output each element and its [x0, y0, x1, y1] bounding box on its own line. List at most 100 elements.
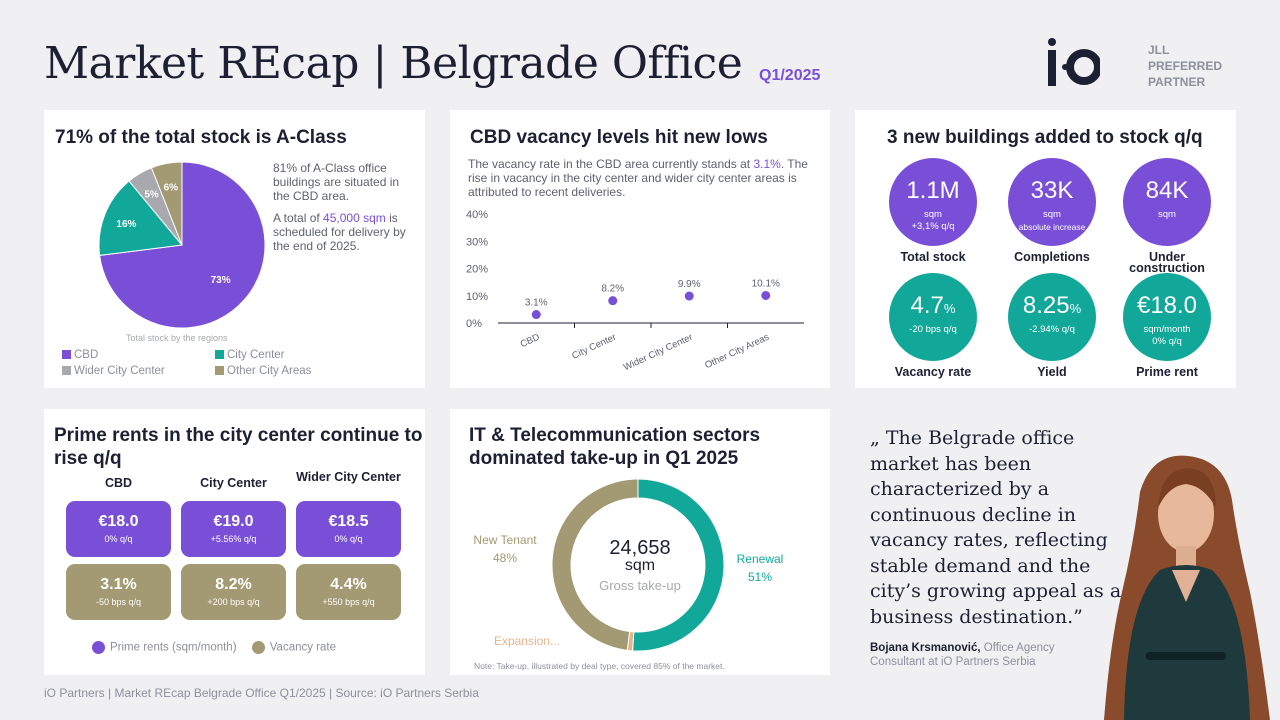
vacancy-text: The vacancy rate in the CBD area current… — [468, 157, 824, 199]
rents-card: Prime rents in the city center continue … — [44, 409, 425, 675]
box-value: 4.4% — [330, 576, 367, 593]
io-logo-icon — [1048, 38, 1100, 86]
stock-caption: Total stock by the regions — [126, 333, 228, 343]
vacancy-y-tick: 30% — [466, 236, 488, 248]
takeup-slice-label: Expansion... — [494, 634, 560, 648]
quote-role-1: Office Agency — [980, 642, 1055, 654]
quarter-label: Q1/2025 — [759, 67, 821, 84]
stock-legend-item: Other City Areas — [215, 365, 311, 377]
vacancy-x-label: Other City Areas — [703, 332, 771, 372]
box-value: €18.0 — [98, 513, 139, 530]
box-change: 0% q/q — [104, 534, 133, 544]
legend-label: Wider City Center — [74, 365, 165, 377]
legend-swatch — [62, 350, 71, 360]
box-value: €19.0 — [213, 513, 254, 530]
kpi-unit: % — [943, 301, 956, 316]
stock-pie-slice-city-center — [98, 180, 183, 256]
legend-swatch — [62, 366, 71, 376]
rent-legend-label: Prime rents (sqm/month) — [110, 641, 237, 654]
kpi-sub-line: absolute increase — [1018, 222, 1086, 232]
takeup-card-title: IT & Telecommunication sectors dominated… — [469, 425, 761, 469]
box-value: 3.1% — [100, 576, 137, 593]
stock-legend-item: CBD — [62, 349, 98, 361]
kpi-unit: % — [1069, 301, 1082, 316]
quote-text: „ The Belgrade office market has been ch… — [870, 427, 1122, 628]
page-title: Market REcap | Belgrade Office — [44, 38, 743, 89]
vacancy-card-title: CBD vacancy levels hit new lows — [470, 127, 768, 148]
stock-text-2: A total of 45,000 sqm is scheduled for d… — [273, 211, 413, 253]
box-change: 0% q/q — [334, 534, 363, 544]
kpi-value: €18.0 — [1136, 292, 1198, 319]
kpi-sub: sqm — [1123, 209, 1211, 221]
kpi-sub-line: sqm — [1158, 209, 1176, 220]
stock-legend-item: Wider City Center — [62, 365, 165, 377]
takeup-slice-value: 48% — [493, 551, 517, 565]
prime-rent-box: €18.0 0% q/q — [66, 501, 171, 557]
kpi-circle: 84K sqm — [1123, 158, 1211, 246]
vacancy-rate-box: 4.4% +550 bps q/q — [296, 564, 401, 620]
stock-pie-label: 16% — [116, 219, 136, 230]
partner-line: PREFERRED — [1148, 59, 1223, 73]
stock-legend-item: City Center — [215, 349, 285, 361]
box-change: +550 bps q/q — [322, 597, 375, 607]
legend-label: CBD — [74, 349, 99, 361]
stock-pie-label: 5% — [144, 190, 159, 201]
takeup-slice-value: 51% — [748, 570, 772, 584]
vacancy-legend-label: Vacancy rate — [269, 641, 336, 654]
buildings-card-title: 3 new buildings added to stock q/q — [887, 127, 1203, 148]
quote-attribution: Bojana Krsmanović, Office Agency Consult… — [870, 641, 1055, 669]
vacancy-dot-chart: 0% 10% 20% 30% 40% 3.1% CBD 8.2% City Center 9.9%… — [466, 209, 804, 374]
takeup-center-label: Gross take-up — [599, 578, 681, 593]
kpi-value: 4.7% — [910, 292, 956, 319]
kpi-sub-line: sqm — [924, 209, 942, 220]
vacancy-x-label: CBD — [519, 332, 542, 351]
box-value: 8.2% — [215, 576, 252, 593]
takeup-donut-slice-new-tenant — [551, 478, 639, 651]
partner-badge: JLL PREFERRED PARTNER — [1148, 42, 1222, 90]
rent-legend-dot — [92, 641, 105, 654]
stock-text-2-post: is scheduled for delivery by the end of … — [273, 211, 406, 253]
stock-card-title: 71% of the total stock is A-Class — [55, 127, 347, 148]
stock-text-1: 81% of A-Class office buildings are situ… — [273, 161, 400, 203]
kpi-circle: 33K sqm absolute increase — [1008, 158, 1096, 246]
kpi-label: Completions — [1014, 250, 1090, 264]
kpi-value: 8.25% — [1022, 292, 1082, 319]
kpi-sub: sqm/month 0% q/q — [1123, 324, 1211, 348]
vacancy-x-label: Wider City Center — [622, 332, 695, 374]
vacancy-y-tick: 10% — [466, 291, 488, 303]
kpi-label: Under construction — [1129, 250, 1205, 275]
kpi-label: Vacancy rate — [894, 365, 972, 379]
stock-pie-label: 73% — [211, 275, 231, 286]
takeup-slice-label: Renewal — [737, 552, 784, 566]
box-change: +5.56% q/q — [210, 534, 257, 544]
vacancy-legend-dot — [251, 641, 265, 654]
vacancy-text-post: . The rise in vacancy in the city center… — [468, 157, 808, 199]
vacancy-rate-box: 8.2% +200 bps q/q — [181, 564, 286, 620]
kpi-value: 33K — [1030, 177, 1074, 204]
rents-legend: Prime rents (sqm/month) Vacancy rate — [92, 641, 336, 654]
stock-card: 71% of the total stock is A-Class 73% 16%… — [44, 110, 425, 388]
quote-author: Bojana Krsmanović, — [870, 642, 981, 654]
kpi-label: Prime rent — [1136, 365, 1198, 379]
consultant-photo — [1104, 455, 1270, 720]
takeup-center-value: 24,658 — [609, 537, 671, 559]
vacancy-point — [531, 310, 541, 320]
vacancy-rate-box: 3.1% -50 bps q/q — [66, 564, 171, 620]
prime-rent-box: €18.5 0% q/q — [296, 501, 401, 557]
prime-rent-box: €19.0 +5.56% q/q — [181, 501, 286, 557]
kpi-circle: 4.7% -20 bps q/q — [889, 273, 977, 361]
vacancy-data-label: 9.9% — [678, 279, 701, 290]
vacancy-point — [761, 290, 771, 300]
kpi-circle: €18.0 sqm/month 0% q/q — [1123, 273, 1211, 361]
vacancy-data-label: 3.1% — [525, 298, 548, 309]
partner-line: PARTNER — [1148, 75, 1206, 89]
legend-swatch — [215, 366, 224, 376]
kpi-value: 84K — [1145, 177, 1189, 204]
vacancy-data-label: 10.1% — [752, 278, 780, 289]
vacancy-y-tick: 20% — [466, 264, 488, 276]
vacancy-x-label: City Center — [570, 332, 618, 362]
kpi-sub-line: sqm/month — [1143, 324, 1191, 335]
kpi-label: Total stock — [900, 250, 966, 264]
takeup-center-unit: sqm — [624, 557, 656, 574]
kpi-circle: 1.1M sqm +3,1% q/q — [889, 158, 977, 246]
